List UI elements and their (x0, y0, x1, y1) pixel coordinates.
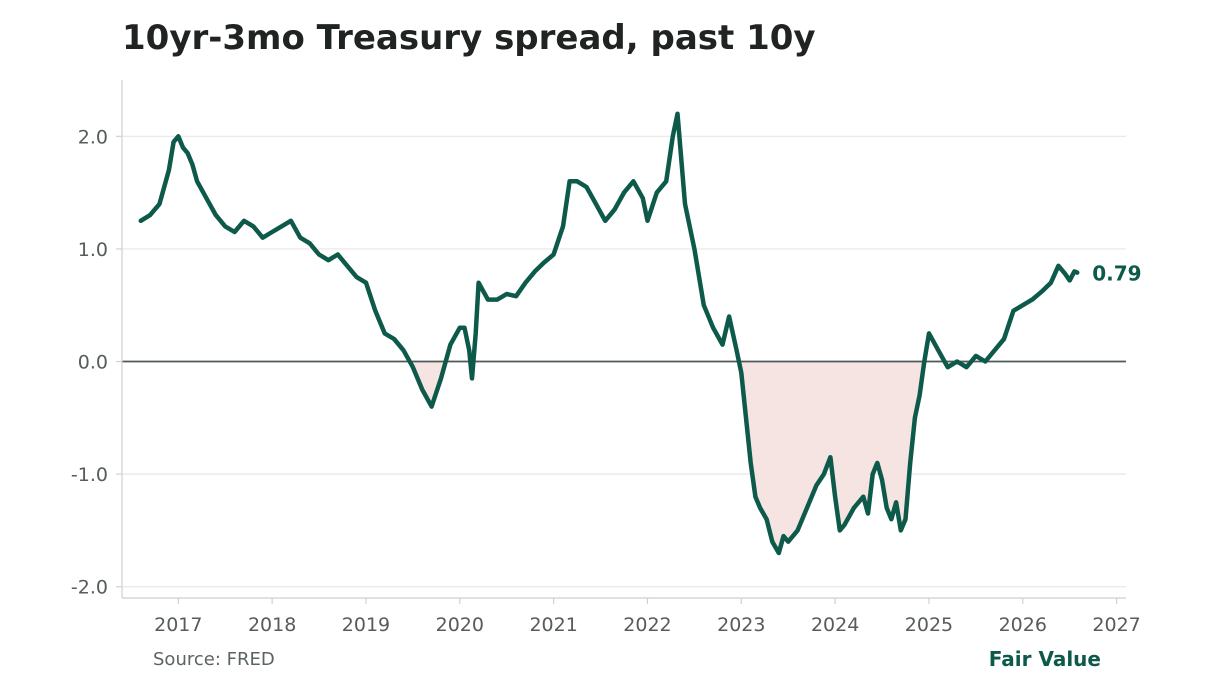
y-tick-label: -2.0 (71, 577, 108, 599)
last-value-label: 0.79 (1092, 262, 1141, 286)
x-tick-label: 2020 (436, 614, 484, 636)
gridlines (122, 135, 1126, 588)
x-tick-label: 2018 (248, 614, 296, 636)
x-tick-label: 2025 (905, 614, 953, 636)
x-tick-label: 2023 (717, 614, 765, 636)
brand-logo-text: Fair Value (988, 647, 1101, 671)
negative-spread-area (140, 361, 1078, 553)
series-line (138, 111, 1080, 556)
chart-title: 10yr-3mo Treasury spread, past 10y (122, 18, 816, 58)
y-tick-labels: 2.0 1.0 0.0 -1.0 -2.0 (71, 126, 108, 598)
x-tick-label: 2021 (529, 614, 577, 636)
y-tick-label: 1.0 (78, 239, 108, 261)
source-note: Source: FRED (153, 649, 275, 670)
x-tick-label: 2026 (999, 614, 1047, 636)
x-tick-label: 2027 (1092, 614, 1140, 636)
x-tick-label: 2024 (811, 614, 859, 636)
y-tick-label: -1.0 (71, 464, 108, 486)
x-tick-label: 2019 (342, 614, 390, 636)
x-tick-label: 2017 (154, 614, 202, 636)
negative-area-fill (140, 361, 1078, 553)
y-tick-label: 2.0 (78, 126, 108, 148)
x-tick-labels: 2017 2018 2019 2020 2021 2022 2023 2024 2025 2026… (154, 614, 1141, 636)
x-tick-label: 2022 (623, 614, 671, 636)
axes (116, 80, 1126, 604)
last-value-annotation: 0.79 (1092, 262, 1141, 286)
y-tick-label: 0.0 (78, 352, 108, 374)
spread-series (138, 111, 1080, 556)
